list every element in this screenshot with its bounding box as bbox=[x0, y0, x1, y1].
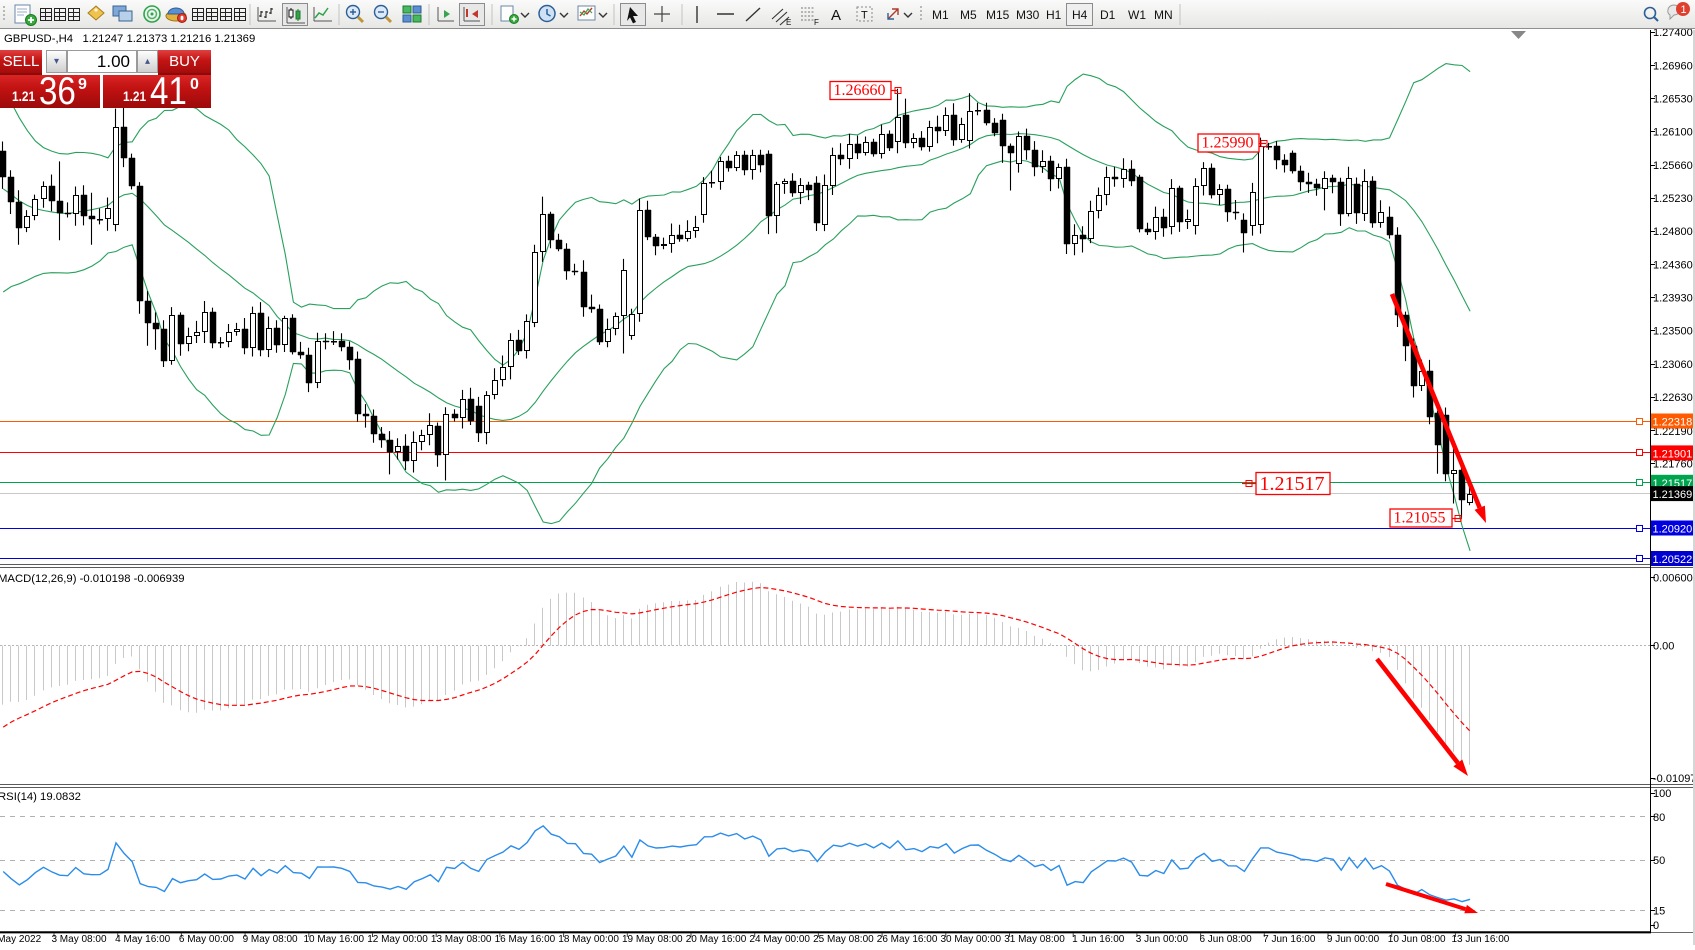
svg-text:1.22630: 1.22630 bbox=[1653, 392, 1693, 404]
svg-text:D1: D1 bbox=[1100, 8, 1116, 22]
svg-text:24 May 00:00: 24 May 00:00 bbox=[749, 934, 810, 945]
svg-text:-0.01097: -0.01097 bbox=[1653, 773, 1695, 785]
svg-text:1.23500: 1.23500 bbox=[1653, 326, 1693, 338]
svg-text:6 Jun 08:00: 6 Jun 08:00 bbox=[1199, 934, 1252, 945]
svg-text:0.006006: 0.006006 bbox=[1653, 573, 1695, 585]
svg-text:1 Jun 16:00: 1 Jun 16:00 bbox=[1072, 934, 1125, 945]
svg-text:10 May 16:00: 10 May 16:00 bbox=[303, 934, 364, 945]
svg-text:12 May 00:00: 12 May 00:00 bbox=[367, 934, 428, 945]
svg-text:1.21517: 1.21517 bbox=[1260, 473, 1325, 495]
svg-text:1.24360: 1.24360 bbox=[1653, 260, 1693, 272]
svg-text:31 May 08:00: 31 May 08:00 bbox=[1004, 934, 1065, 945]
svg-text:H1: H1 bbox=[1046, 8, 1062, 22]
svg-text:100: 100 bbox=[1653, 788, 1671, 800]
svg-text:1.21901: 1.21901 bbox=[1653, 448, 1693, 460]
svg-text:6 May 00:00: 6 May 00:00 bbox=[179, 934, 234, 945]
svg-text:1.26660: 1.26660 bbox=[834, 82, 886, 99]
svg-text:RSI(14) 19.0832: RSI(14) 19.0832 bbox=[0, 791, 81, 803]
svg-text:M30: M30 bbox=[1016, 8, 1040, 22]
svg-text:26 May 16:00: 26 May 16:00 bbox=[877, 934, 938, 945]
svg-text:13 Jun 16:00: 13 Jun 16:00 bbox=[1451, 934, 1509, 945]
svg-text:A: A bbox=[831, 7, 841, 24]
svg-text:80: 80 bbox=[1653, 812, 1665, 824]
svg-text:10 Jun 08:00: 10 Jun 08:00 bbox=[1388, 934, 1446, 945]
svg-text:1.26960: 1.26960 bbox=[1653, 61, 1693, 73]
svg-text:9 Jun 00:00: 9 Jun 00:00 bbox=[1327, 934, 1380, 945]
svg-text:25 May 08:00: 25 May 08:00 bbox=[813, 934, 874, 945]
svg-text:1.21055: 1.21055 bbox=[1394, 510, 1446, 527]
svg-text:1.20522: 1.20522 bbox=[1653, 554, 1693, 566]
svg-text:1.21369: 1.21369 bbox=[1653, 489, 1693, 501]
svg-text:1.23930: 1.23930 bbox=[1653, 293, 1693, 305]
svg-text:1.26100: 1.26100 bbox=[1653, 127, 1693, 139]
svg-text:M15: M15 bbox=[986, 8, 1010, 22]
svg-text:1.25230: 1.25230 bbox=[1653, 193, 1693, 205]
svg-text:1.20920: 1.20920 bbox=[1653, 524, 1693, 536]
svg-text:16 May 16:00: 16 May 16:00 bbox=[495, 934, 556, 945]
svg-text:3 Jun 00:00: 3 Jun 00:00 bbox=[1136, 934, 1189, 945]
svg-text:1.25990: 1.25990 bbox=[1202, 135, 1254, 152]
svg-text:1: 1 bbox=[1681, 4, 1687, 16]
svg-text:1.22190: 1.22190 bbox=[1653, 426, 1693, 438]
svg-text:E: E bbox=[786, 18, 791, 27]
svg-text:W1: W1 bbox=[1128, 8, 1146, 22]
svg-text:0.00: 0.00 bbox=[1653, 641, 1674, 653]
svg-text:1.21760: 1.21760 bbox=[1653, 459, 1693, 471]
svg-text:T: T bbox=[861, 10, 868, 22]
svg-text:4 May 16:00: 4 May 16:00 bbox=[115, 934, 170, 945]
svg-text:F: F bbox=[814, 18, 819, 27]
svg-text:19 May 08:00: 19 May 08:00 bbox=[622, 934, 683, 945]
svg-text:MACD(12,26,9) -0.010198 -0.006: MACD(12,26,9) -0.010198 -0.006939 bbox=[0, 573, 185, 585]
svg-text:0: 0 bbox=[1653, 920, 1659, 932]
svg-text:50: 50 bbox=[1653, 855, 1665, 867]
svg-text:13 May 08:00: 13 May 08:00 bbox=[431, 934, 492, 945]
svg-text:18 May 00:00: 18 May 00:00 bbox=[558, 934, 619, 945]
svg-text:1.25660: 1.25660 bbox=[1653, 160, 1693, 172]
svg-text:9 May 08:00: 9 May 08:00 bbox=[243, 934, 298, 945]
svg-text:H4: H4 bbox=[1072, 8, 1088, 22]
svg-text:1.26530: 1.26530 bbox=[1653, 94, 1693, 106]
svg-text:30 May 00:00: 30 May 00:00 bbox=[940, 934, 1001, 945]
svg-text:1.23060: 1.23060 bbox=[1653, 359, 1693, 371]
svg-text:1.24800: 1.24800 bbox=[1653, 226, 1693, 238]
svg-text:15: 15 bbox=[1653, 905, 1665, 917]
svg-text:GBPUSD-,H4 1.21247 1.21373 1: GBPUSD-,H4 1.21247 1.21373 1.21216 1.213… bbox=[4, 33, 255, 45]
svg-text:3 May 08:00: 3 May 08:00 bbox=[51, 934, 106, 945]
svg-text:MN: MN bbox=[1154, 8, 1173, 22]
svg-text:1.27400: 1.27400 bbox=[1653, 27, 1693, 39]
svg-text:20 May 16:00: 20 May 16:00 bbox=[686, 934, 747, 945]
svg-text:M1: M1 bbox=[932, 8, 949, 22]
svg-text:7 Jun 16:00: 7 Jun 16:00 bbox=[1263, 934, 1316, 945]
svg-text:3 May 2022: 3 May 2022 bbox=[0, 934, 42, 945]
svg-text:M5: M5 bbox=[960, 8, 977, 22]
svg-text:1.22318: 1.22318 bbox=[1653, 417, 1693, 429]
